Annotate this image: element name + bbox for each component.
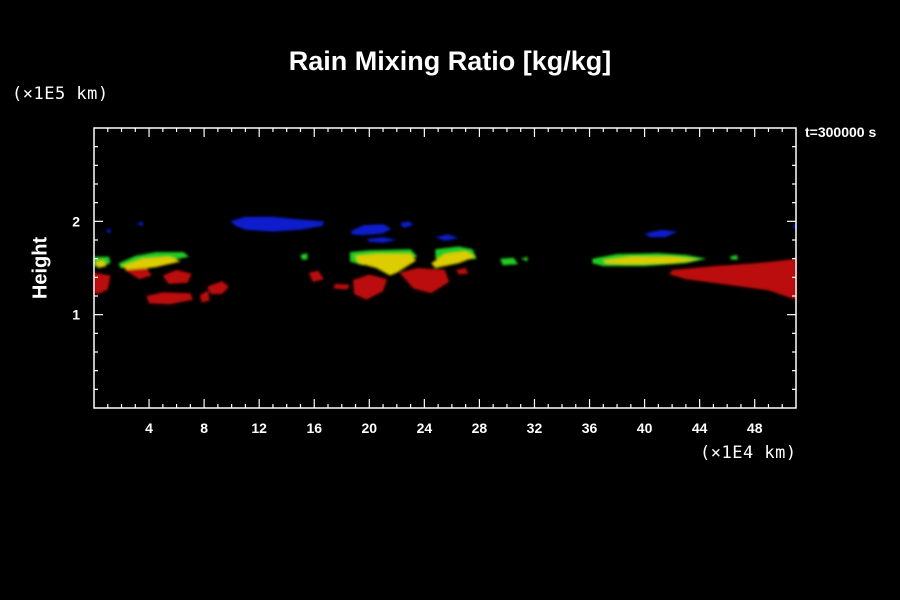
region-mid-11 <box>300 253 308 260</box>
region-low-6 <box>105 228 111 234</box>
y-tick-label-2: 2 <box>72 213 80 229</box>
region-low-0 <box>230 216 324 232</box>
x-tick-label-16: 16 <box>306 420 322 436</box>
axis-ticks <box>94 128 796 408</box>
x-tick-label-20: 20 <box>362 420 378 436</box>
region-high-18 <box>95 260 107 268</box>
x-tick-label-48: 48 <box>747 420 763 436</box>
region-peak-31 <box>333 283 350 290</box>
y-tick-label-1: 1 <box>72 307 80 323</box>
x-tick-label-28: 28 <box>472 420 488 436</box>
region-high-22 <box>603 256 700 265</box>
x-tick-label-40: 40 <box>637 420 653 436</box>
region-low-4 <box>435 234 459 241</box>
region-mid-17 <box>729 254 739 260</box>
region-low-2 <box>366 237 397 243</box>
region-peak-33 <box>399 268 450 294</box>
region-low-1 <box>351 224 392 236</box>
x-tick-label-44: 44 <box>692 420 708 436</box>
region-peak-29 <box>206 281 229 295</box>
region-mid-14 <box>500 257 518 266</box>
region-high-19 <box>121 256 181 271</box>
x-tick-label-4: 4 <box>145 420 153 436</box>
y-axis-unit: (×1E5 km) <box>12 84 109 104</box>
region-peak-28 <box>200 290 210 303</box>
region-peak-34 <box>456 268 469 275</box>
time-label: t=300000 s <box>805 124 877 140</box>
x-tick-label-24: 24 <box>417 420 433 436</box>
region-low-3 <box>399 221 414 228</box>
contour-regions <box>94 216 796 305</box>
region-mid-15 <box>520 256 528 262</box>
chart-title: Rain Mixing Ratio [kg/kg] <box>288 46 612 76</box>
region-low-8 <box>791 224 796 230</box>
region-high-20 <box>355 254 417 276</box>
region-peak-30 <box>308 270 324 282</box>
x-tick-label-32: 32 <box>527 420 543 436</box>
region-peak-25 <box>124 268 152 280</box>
region-low-5 <box>644 229 678 238</box>
x-tick-label-8: 8 <box>200 420 208 436</box>
region-peak-35 <box>669 258 796 300</box>
x-tick-label-36: 36 <box>582 420 598 436</box>
x-tick-label-12: 12 <box>251 420 267 436</box>
region-peak-27 <box>146 292 194 305</box>
plot-frame <box>93 127 797 409</box>
region-peak-26 <box>162 269 192 284</box>
region-high-21 <box>431 251 476 268</box>
region-peak-32 <box>352 274 388 300</box>
x-axis-unit: (×1E4 km) <box>700 443 797 463</box>
region-low-7 <box>136 221 144 226</box>
region-peak-24 <box>94 272 111 295</box>
